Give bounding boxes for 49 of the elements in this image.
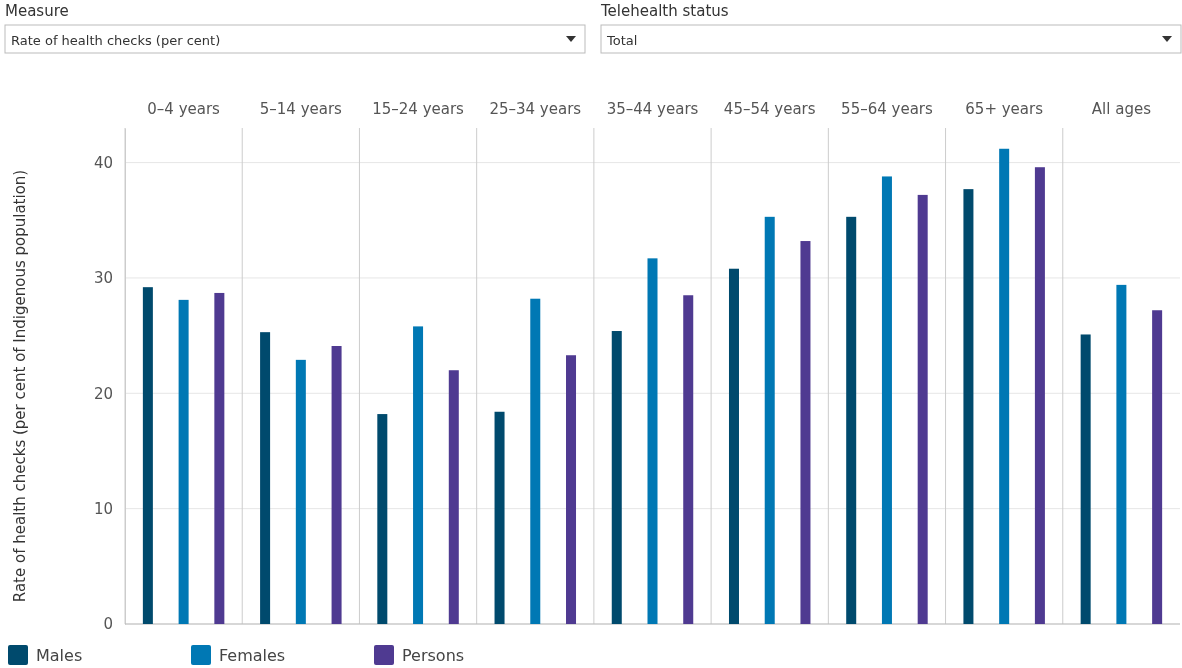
- bar: [331, 346, 342, 624]
- text: Measure: [5, 2, 69, 20]
- bar: [1080, 334, 1091, 624]
- bar: [846, 216, 857, 624]
- bar: [963, 189, 974, 624]
- y-tick-label: 10: [93, 499, 113, 518]
- bar: [566, 355, 577, 624]
- bar: [764, 216, 775, 624]
- y-tick-label: 30: [93, 269, 113, 288]
- legend-label: Females: [219, 646, 286, 665]
- legend-label: Males: [36, 646, 83, 665]
- x-tick-label: All ages: [1091, 100, 1152, 118]
- y-axis-title: Rate of health checks (per cent of Indigenous population): [11, 169, 29, 603]
- bar: [800, 241, 811, 624]
- bar: [295, 359, 306, 624]
- bar: [1034, 167, 1045, 624]
- x-tick-label: 25–34 years: [489, 100, 582, 118]
- bar: [881, 176, 892, 624]
- bar: [1152, 310, 1163, 624]
- bar: [178, 299, 189, 624]
- dropdown: Rate of health checks (per cent): [4, 24, 586, 54]
- bar: [647, 258, 658, 624]
- bar: [683, 295, 694, 624]
- bar: [214, 292, 225, 624]
- text: Telehealth status: [600, 2, 729, 20]
- x-tick-label: 35–44 years: [606, 100, 699, 118]
- bar: [917, 194, 928, 624]
- bar: [494, 411, 505, 624]
- legend-label: Persons: [402, 646, 465, 665]
- y-tick-label: 0: [103, 615, 113, 634]
- bar: [530, 298, 541, 624]
- bar: [611, 331, 622, 624]
- bar: [413, 326, 424, 624]
- bar: [999, 148, 1010, 624]
- x-tick-label: 15–24 years: [372, 100, 465, 118]
- bar: [1116, 284, 1127, 624]
- x-tick-label: 55–64 years: [841, 100, 933, 118]
- bar: [260, 332, 271, 624]
- x-tick-label: 45–54 years: [723, 100, 816, 118]
- bar: [728, 268, 739, 624]
- bar: [448, 370, 459, 624]
- x-tick-label: 65+ years: [965, 100, 1044, 118]
- y-tick-label: 20: [93, 384, 113, 403]
- x-tick-label: 5–14 years: [259, 100, 343, 118]
- y-tick-label: 40: [93, 153, 113, 172]
- x-tick-label: 0–4 years: [147, 100, 221, 118]
- bar: [377, 414, 388, 624]
- bar: [142, 287, 153, 624]
- dropdown: Total: [600, 24, 1182, 54]
